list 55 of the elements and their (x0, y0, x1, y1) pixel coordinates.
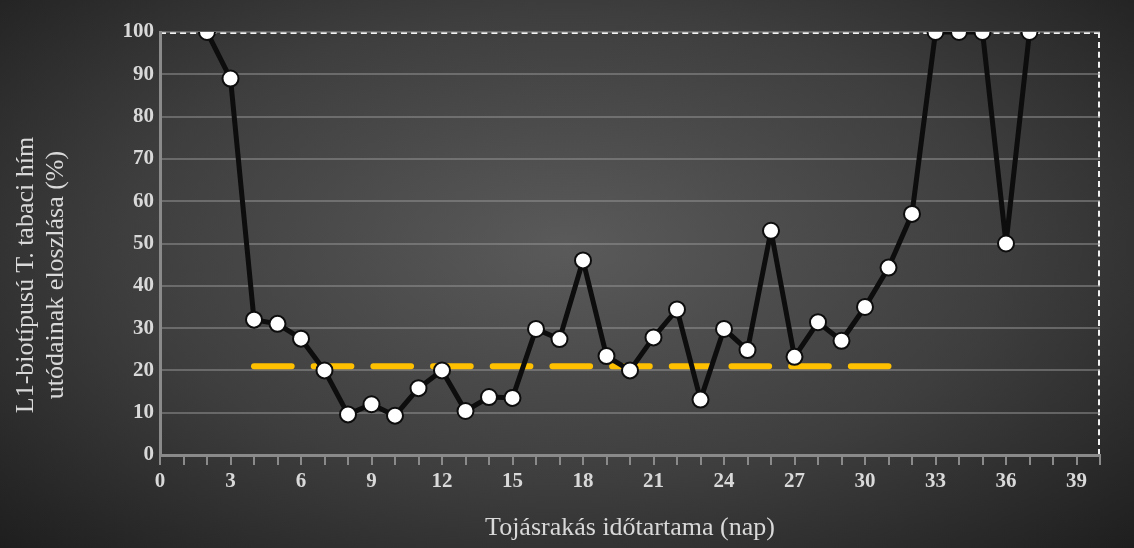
y-tick-label: 0 (143, 441, 154, 466)
x-tick-label: 36 (995, 468, 1017, 493)
point (433, 361, 451, 380)
point (715, 319, 733, 338)
point (621, 361, 639, 380)
point (292, 329, 310, 348)
point (691, 390, 710, 409)
y-tick-label: 70 (133, 145, 154, 170)
x-tick-label: 27 (784, 468, 805, 493)
point (245, 310, 263, 329)
point (339, 405, 357, 424)
point (785, 347, 804, 366)
point (668, 300, 686, 319)
y-tick-label: 90 (133, 60, 154, 85)
point (762, 221, 780, 240)
x-tick-label: 21 (643, 468, 664, 493)
y-tick-label: 100 (122, 18, 154, 43)
point (809, 313, 827, 332)
point (362, 395, 381, 414)
point (597, 347, 616, 366)
x-tick-label: 3 (225, 468, 236, 493)
x-tick-label: 6 (295, 468, 307, 493)
x-axis-title: Tojásrakás időtartama (nap) (485, 512, 775, 542)
y-tick-label: 40 (133, 272, 154, 297)
point (480, 388, 498, 407)
x-tick-label: 24 (713, 468, 735, 493)
y-tick-label: 30 (133, 314, 154, 339)
point (268, 314, 287, 333)
x-tick-label: 33 (925, 468, 946, 493)
point (409, 379, 428, 398)
point (644, 328, 663, 347)
point (503, 388, 522, 407)
x-tick-label: 30 (854, 468, 876, 493)
y-axis-title: L1-biotípusú T. tabaci hím utódainak eloszlása (%) (9, 135, 70, 416)
y-tick-label: 50 (133, 229, 154, 254)
point (997, 234, 1015, 253)
x-tick-label: 12 (431, 468, 453, 493)
point (456, 402, 475, 421)
point (879, 258, 898, 277)
point (386, 406, 404, 425)
x-tick-label: 9 (366, 468, 377, 493)
point (527, 319, 545, 338)
point (832, 331, 851, 350)
x-tick-label: 39 (1066, 468, 1087, 493)
point (574, 251, 592, 270)
point (856, 297, 874, 316)
x-tick-label: 18 (572, 468, 594, 493)
y-tick-label: 60 (133, 187, 154, 212)
point (550, 330, 569, 349)
y-tick-label: 10 (133, 399, 154, 424)
x-tick-label: 15 (502, 468, 523, 493)
y-tick-label: 20 (133, 356, 154, 381)
y-tick-label: 80 (133, 103, 154, 128)
point (315, 361, 334, 380)
point (738, 341, 757, 360)
